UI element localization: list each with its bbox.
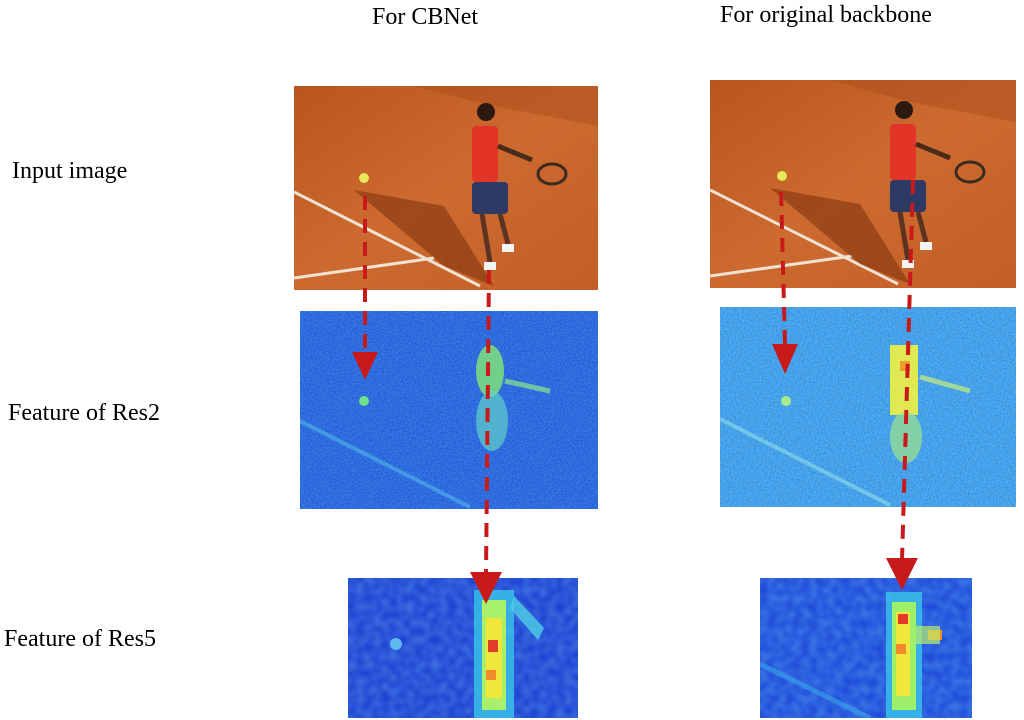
column-title-cbnet: For CBNet — [372, 4, 479, 30]
input-image-cbnet — [294, 86, 598, 290]
res2-feature-map-original-backbone — [720, 307, 1016, 507]
column-title-original-backbone: For original backbone — [720, 2, 932, 28]
res2-feature-map-cbnet — [300, 311, 598, 509]
res5-feature-map-original-backbone — [760, 578, 972, 718]
row-label-input-image: Input image — [12, 158, 128, 184]
res5-feature-map-cbnet — [348, 578, 578, 718]
row-label-res2: Feature of Res2 — [8, 400, 160, 426]
input-image-original-backbone — [710, 80, 1016, 288]
row-label-res5: Feature of Res5 — [4, 626, 156, 652]
